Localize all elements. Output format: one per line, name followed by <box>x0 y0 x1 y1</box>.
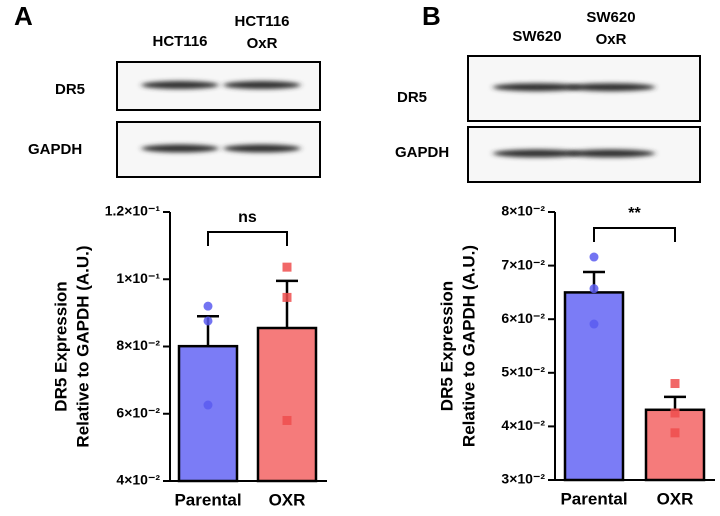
y-tick-label: 6×10⁻² <box>501 310 545 326</box>
bar <box>256 326 318 483</box>
y-tick-label: 1.2×10⁻¹ <box>105 203 161 219</box>
x-tick-label: Parental <box>174 490 241 509</box>
bar <box>644 408 706 482</box>
lane-label: OxR <box>596 31 627 48</box>
data-point <box>282 262 292 272</box>
data-point <box>282 415 292 425</box>
panel-letter: A <box>14 1 33 31</box>
blot-band <box>223 144 301 153</box>
y-tick-label: 5×10⁻² <box>501 364 545 380</box>
data-point <box>670 408 680 418</box>
x-tick-label: OXR <box>269 490 306 509</box>
y-tick-label: 6×10⁻² <box>116 404 160 420</box>
significance-label: ** <box>628 205 641 222</box>
data-point <box>589 252 599 262</box>
data-point <box>203 301 213 311</box>
lane-label: HCT116 <box>234 13 289 30</box>
band-label: GAPDH <box>28 141 82 158</box>
lane-label: SW620 <box>512 28 561 45</box>
y-axis-label: DR5 Expression <box>437 281 456 411</box>
y-tick-label: 4×10⁻² <box>501 417 545 433</box>
panel-letter: B <box>422 1 441 31</box>
significance-label: ns <box>238 209 257 226</box>
x-tick-label: OXR <box>657 489 694 508</box>
error-bar <box>664 395 686 410</box>
y-tick-label: 1×10⁻¹ <box>116 270 160 286</box>
data-point <box>282 292 292 302</box>
bar <box>177 344 239 483</box>
blot-band <box>141 81 219 90</box>
y-axis-label: Relative to GAPDH (A.U.) <box>459 245 478 447</box>
band-label: DR5 <box>397 89 427 106</box>
data-point <box>203 400 213 410</box>
x-tick-label: Parental <box>560 489 627 508</box>
error-bar <box>276 279 298 329</box>
data-point <box>670 428 680 438</box>
data-point <box>670 379 680 389</box>
blot-band <box>492 83 582 92</box>
significance-bracket <box>593 227 676 242</box>
data-point <box>589 319 599 329</box>
band-label: DR5 <box>55 81 85 98</box>
lane-label: SW620 <box>586 9 635 26</box>
y-tick-label: 3×10⁻² <box>501 471 545 487</box>
y-tick-label: 8×10⁻² <box>501 203 545 219</box>
data-point <box>589 284 599 294</box>
blot-band <box>223 81 301 90</box>
blot-band <box>492 149 582 158</box>
blot-band <box>141 144 219 153</box>
y-tick-label: 4×10⁻² <box>116 472 160 488</box>
lane-label: HCT116 <box>152 33 207 50</box>
lane-label: OxR <box>247 35 278 52</box>
significance-bracket <box>207 231 288 246</box>
band-label: GAPDH <box>395 144 449 161</box>
data-point <box>203 316 213 326</box>
y-tick-label: 7×10⁻² <box>501 256 545 272</box>
y-tick-label: 8×10⁻² <box>116 337 160 353</box>
blot-band <box>566 83 656 92</box>
y-axis-label: Relative to GAPDH (A.U.) <box>73 245 92 447</box>
blot-band <box>566 149 656 158</box>
y-axis-label: DR5 Expression <box>51 281 70 411</box>
